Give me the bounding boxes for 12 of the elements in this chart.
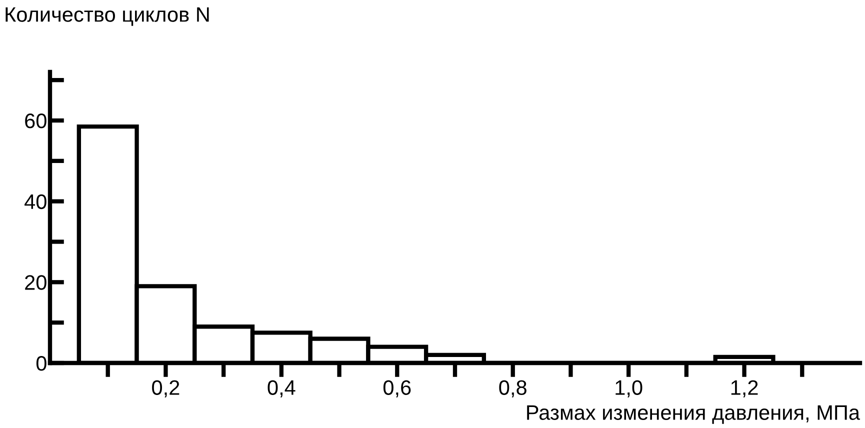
- y-tick-label: 40: [24, 194, 46, 210]
- x-tick-label: 0,6: [383, 380, 411, 398]
- x-tick-label: 0,2: [152, 380, 180, 398]
- x-tick-label: 1,0: [616, 380, 642, 398]
- x-axis-title: Размах изменения давления, МПа: [527, 405, 860, 424]
- y-axis-title: Количество циклов N: [6, 7, 209, 26]
- y-tick-label: 20: [25, 275, 46, 290]
- x-tick-label: 0,4: [268, 380, 296, 398]
- y-tick-label: 60: [25, 114, 46, 128]
- x-tick-label: 0,8: [499, 380, 526, 398]
- y-tick-label: 0: [36, 356, 46, 371]
- x-tick-label: 1,2: [731, 380, 758, 398]
